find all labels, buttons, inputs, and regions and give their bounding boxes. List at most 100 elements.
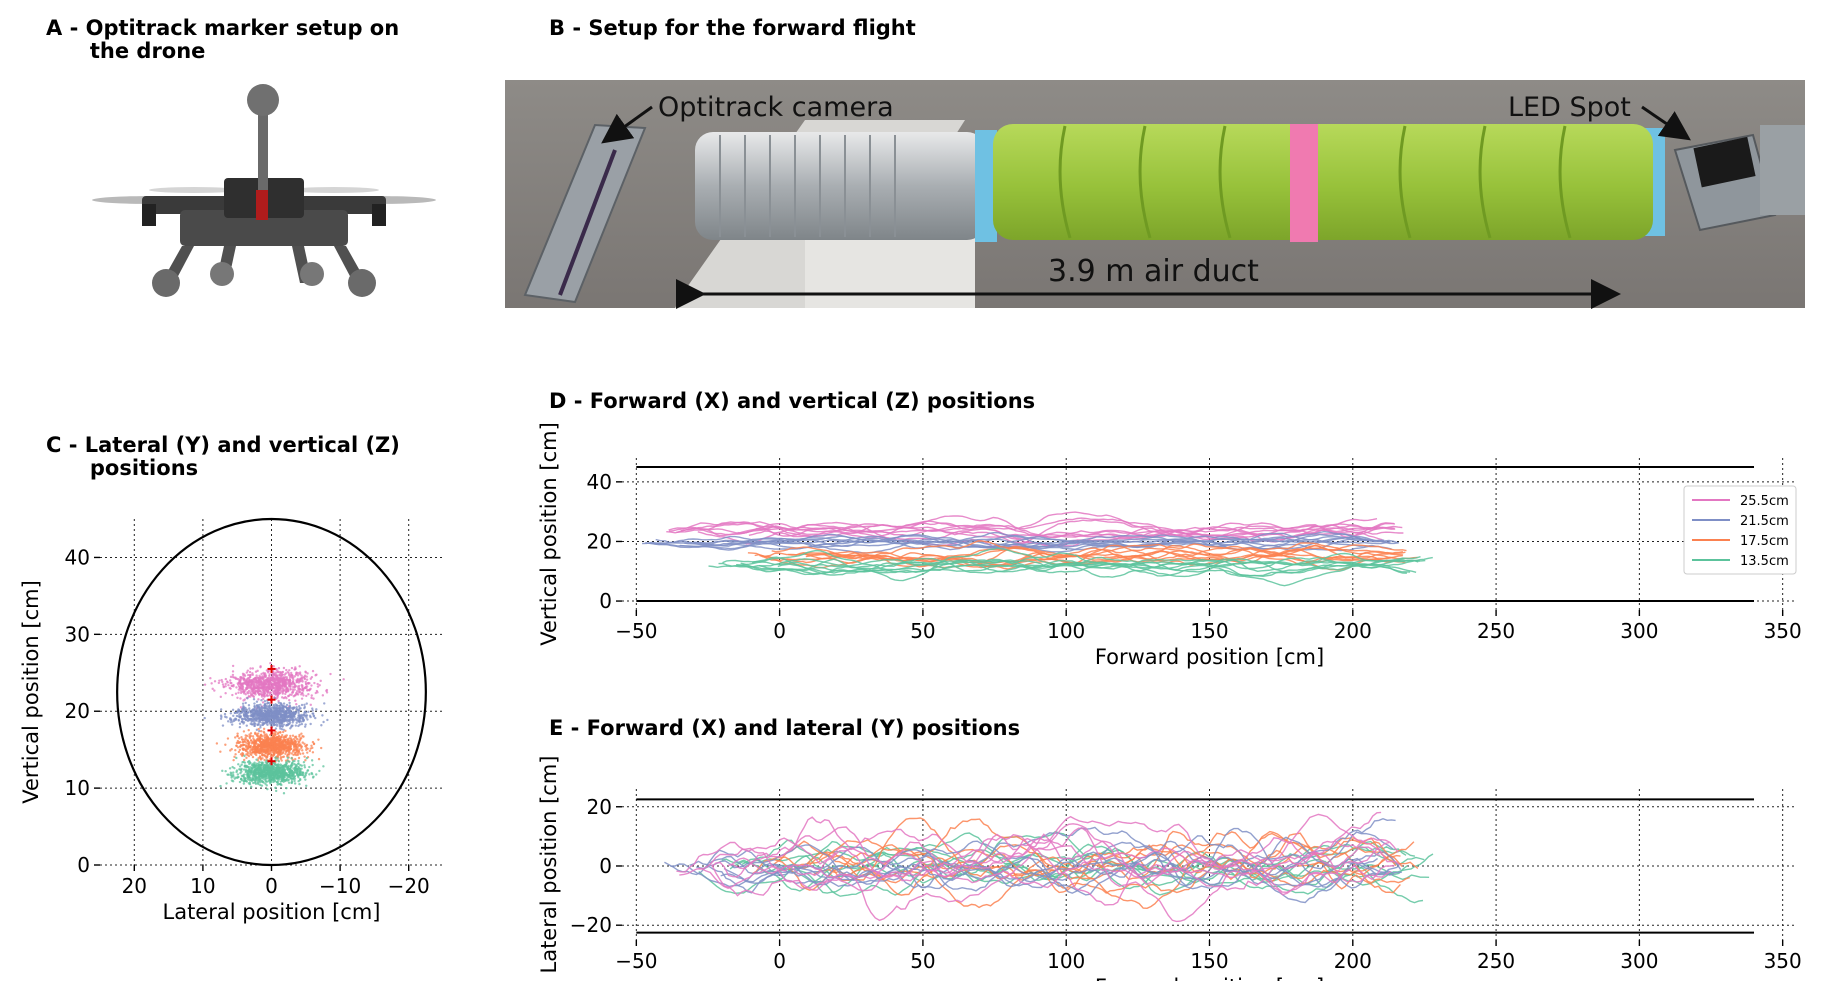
scatter-point <box>259 690 263 693</box>
scatter-point <box>257 698 260 701</box>
y-tick-label: 30 <box>65 622 90 646</box>
scatter-point <box>251 667 255 670</box>
scatter-point <box>284 696 287 699</box>
scatter-point <box>256 676 259 679</box>
scatter-point <box>235 686 238 689</box>
scatter-point <box>242 690 245 693</box>
scatter-point <box>260 681 264 685</box>
scatter-point <box>288 693 292 696</box>
scatter-point <box>287 694 290 698</box>
scatter-point <box>298 680 301 683</box>
scatter-point <box>228 679 232 682</box>
scatter-point <box>253 678 257 681</box>
scatter-point <box>325 691 329 694</box>
x-tick-label: 350 <box>1764 949 1802 973</box>
scatter-point <box>274 680 277 683</box>
scatter-point <box>279 684 282 688</box>
x-tick-label: 100 <box>1047 949 1085 973</box>
scatter-point <box>290 666 294 670</box>
scatter-point <box>249 685 253 689</box>
scatter-point <box>249 695 252 698</box>
scatter-point <box>310 694 313 697</box>
scatter-point <box>313 681 316 685</box>
scatter-point <box>219 695 222 699</box>
panel-b-title: B - Setup for the forward flight <box>549 16 916 40</box>
x-tick-label: 300 <box>1620 949 1658 973</box>
x-axis-label: Forward position [cm] <box>1095 975 1324 981</box>
scatter-point <box>227 683 230 687</box>
scatter-point <box>291 680 295 683</box>
scatter-point <box>275 688 278 692</box>
scatter-point <box>292 678 295 681</box>
scatter-point <box>302 694 305 697</box>
scatter-point <box>260 683 264 687</box>
scatter-point <box>271 669 275 673</box>
scatter-point <box>257 686 260 690</box>
scatter-point <box>277 667 281 670</box>
scatter-point <box>221 680 224 684</box>
x-tick-label: 0 <box>265 874 278 898</box>
duct-cross-section-circle <box>116 517 427 867</box>
scatter-point <box>261 675 264 678</box>
scatter-point <box>293 668 297 671</box>
scatter-point <box>248 670 252 674</box>
scatter-point <box>228 686 231 690</box>
scatter-point <box>316 685 320 688</box>
scatter-point <box>279 671 282 674</box>
camera-label: Optitrack camera <box>658 92 894 123</box>
scatter-point <box>255 674 258 677</box>
scatter-point <box>231 693 234 697</box>
scatter-point <box>284 672 288 675</box>
scatter-point <box>239 676 242 679</box>
y-tick-label: 40 <box>65 545 90 569</box>
scatter-point <box>217 681 221 685</box>
scatter-point <box>239 706 243 709</box>
scatter-point <box>261 701 265 704</box>
scatter-point <box>234 676 237 679</box>
scatter-point <box>303 676 306 680</box>
scatter-point <box>246 669 250 672</box>
scatter-point <box>250 679 254 683</box>
scatter-point <box>287 679 290 682</box>
y-axis-label: Vertical position [cm] <box>19 580 43 804</box>
scatter-point <box>249 673 252 677</box>
x-axis-label: Lateral position [cm] <box>163 900 381 924</box>
scatter-point <box>262 684 266 687</box>
scatter-point <box>300 697 304 700</box>
x-tick-label: 0 <box>773 949 786 973</box>
scatter-point <box>258 678 261 681</box>
scatter-point <box>243 673 246 676</box>
scatter-point <box>287 672 290 675</box>
scatter-point <box>282 679 286 682</box>
scatter-point <box>295 690 299 693</box>
scatter-point <box>281 692 284 695</box>
scatter-point <box>239 691 243 695</box>
scatter-point <box>304 680 307 684</box>
scatter-point <box>245 686 248 690</box>
scatter-point <box>307 692 310 696</box>
scatter-point <box>266 691 269 695</box>
scatter-point <box>276 694 279 697</box>
scatter-point <box>305 675 308 678</box>
x-tick-label: 20 <box>122 874 147 898</box>
scatter-point <box>254 681 257 684</box>
y-axis-label: Lateral position [cm] <box>537 756 561 974</box>
x-tick-label: 250 <box>1477 949 1515 973</box>
scatter-point <box>239 689 242 692</box>
scatter-point <box>310 684 313 687</box>
scatter-point <box>280 696 284 699</box>
scatter-point <box>260 695 264 698</box>
scatter-point <box>286 687 289 690</box>
scatter-point <box>292 685 295 689</box>
scatter-point <box>242 699 245 702</box>
scatter-point <box>266 694 269 698</box>
scatter-point <box>314 691 317 695</box>
scatter-point <box>312 697 315 700</box>
scatter-point <box>239 682 242 686</box>
scatter-point <box>252 695 255 698</box>
scatter-series-25.5cm <box>203 662 345 710</box>
scatter-point <box>252 684 256 687</box>
scatter-point <box>262 671 265 675</box>
scatter-point <box>321 694 325 697</box>
scatter-point <box>239 697 242 700</box>
